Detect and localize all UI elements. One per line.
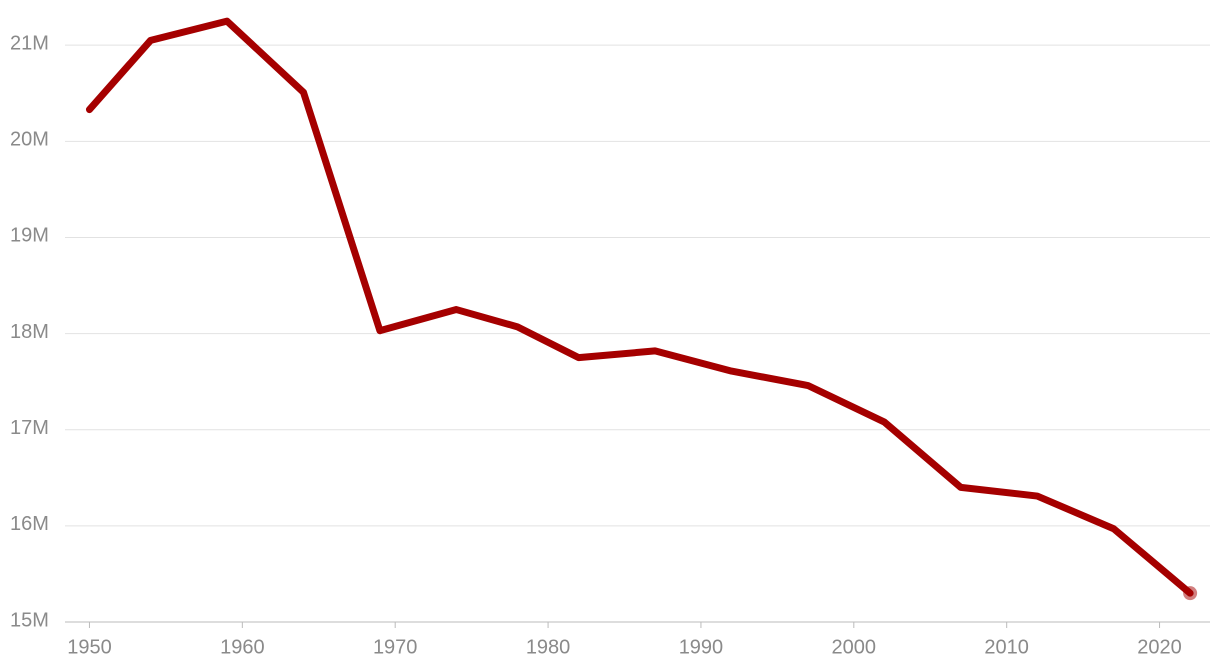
y-tick-label: 16M [10,513,49,535]
y-tick-label: 17M [10,417,49,439]
y-tick-label: 15M [10,609,49,631]
x-tick-label: 1970 [373,636,418,658]
x-tick-label: 1980 [526,636,571,658]
x-tick-label: 2010 [984,636,1029,658]
x-tick-label: 2000 [832,636,877,658]
y-tick-label: 18M [10,321,49,343]
end-point [1183,586,1198,601]
x-tick-label: 1950 [67,636,112,658]
line [85,17,1194,597]
x-tick-label: 1960 [220,636,265,658]
y-tick-label: 19M [10,225,49,247]
y-tick-label: 20M [10,129,49,151]
y-tick-label: 21M [10,32,49,54]
x-tick-label: 1990 [679,636,724,658]
x-tick-label: 2020 [1137,636,1182,658]
